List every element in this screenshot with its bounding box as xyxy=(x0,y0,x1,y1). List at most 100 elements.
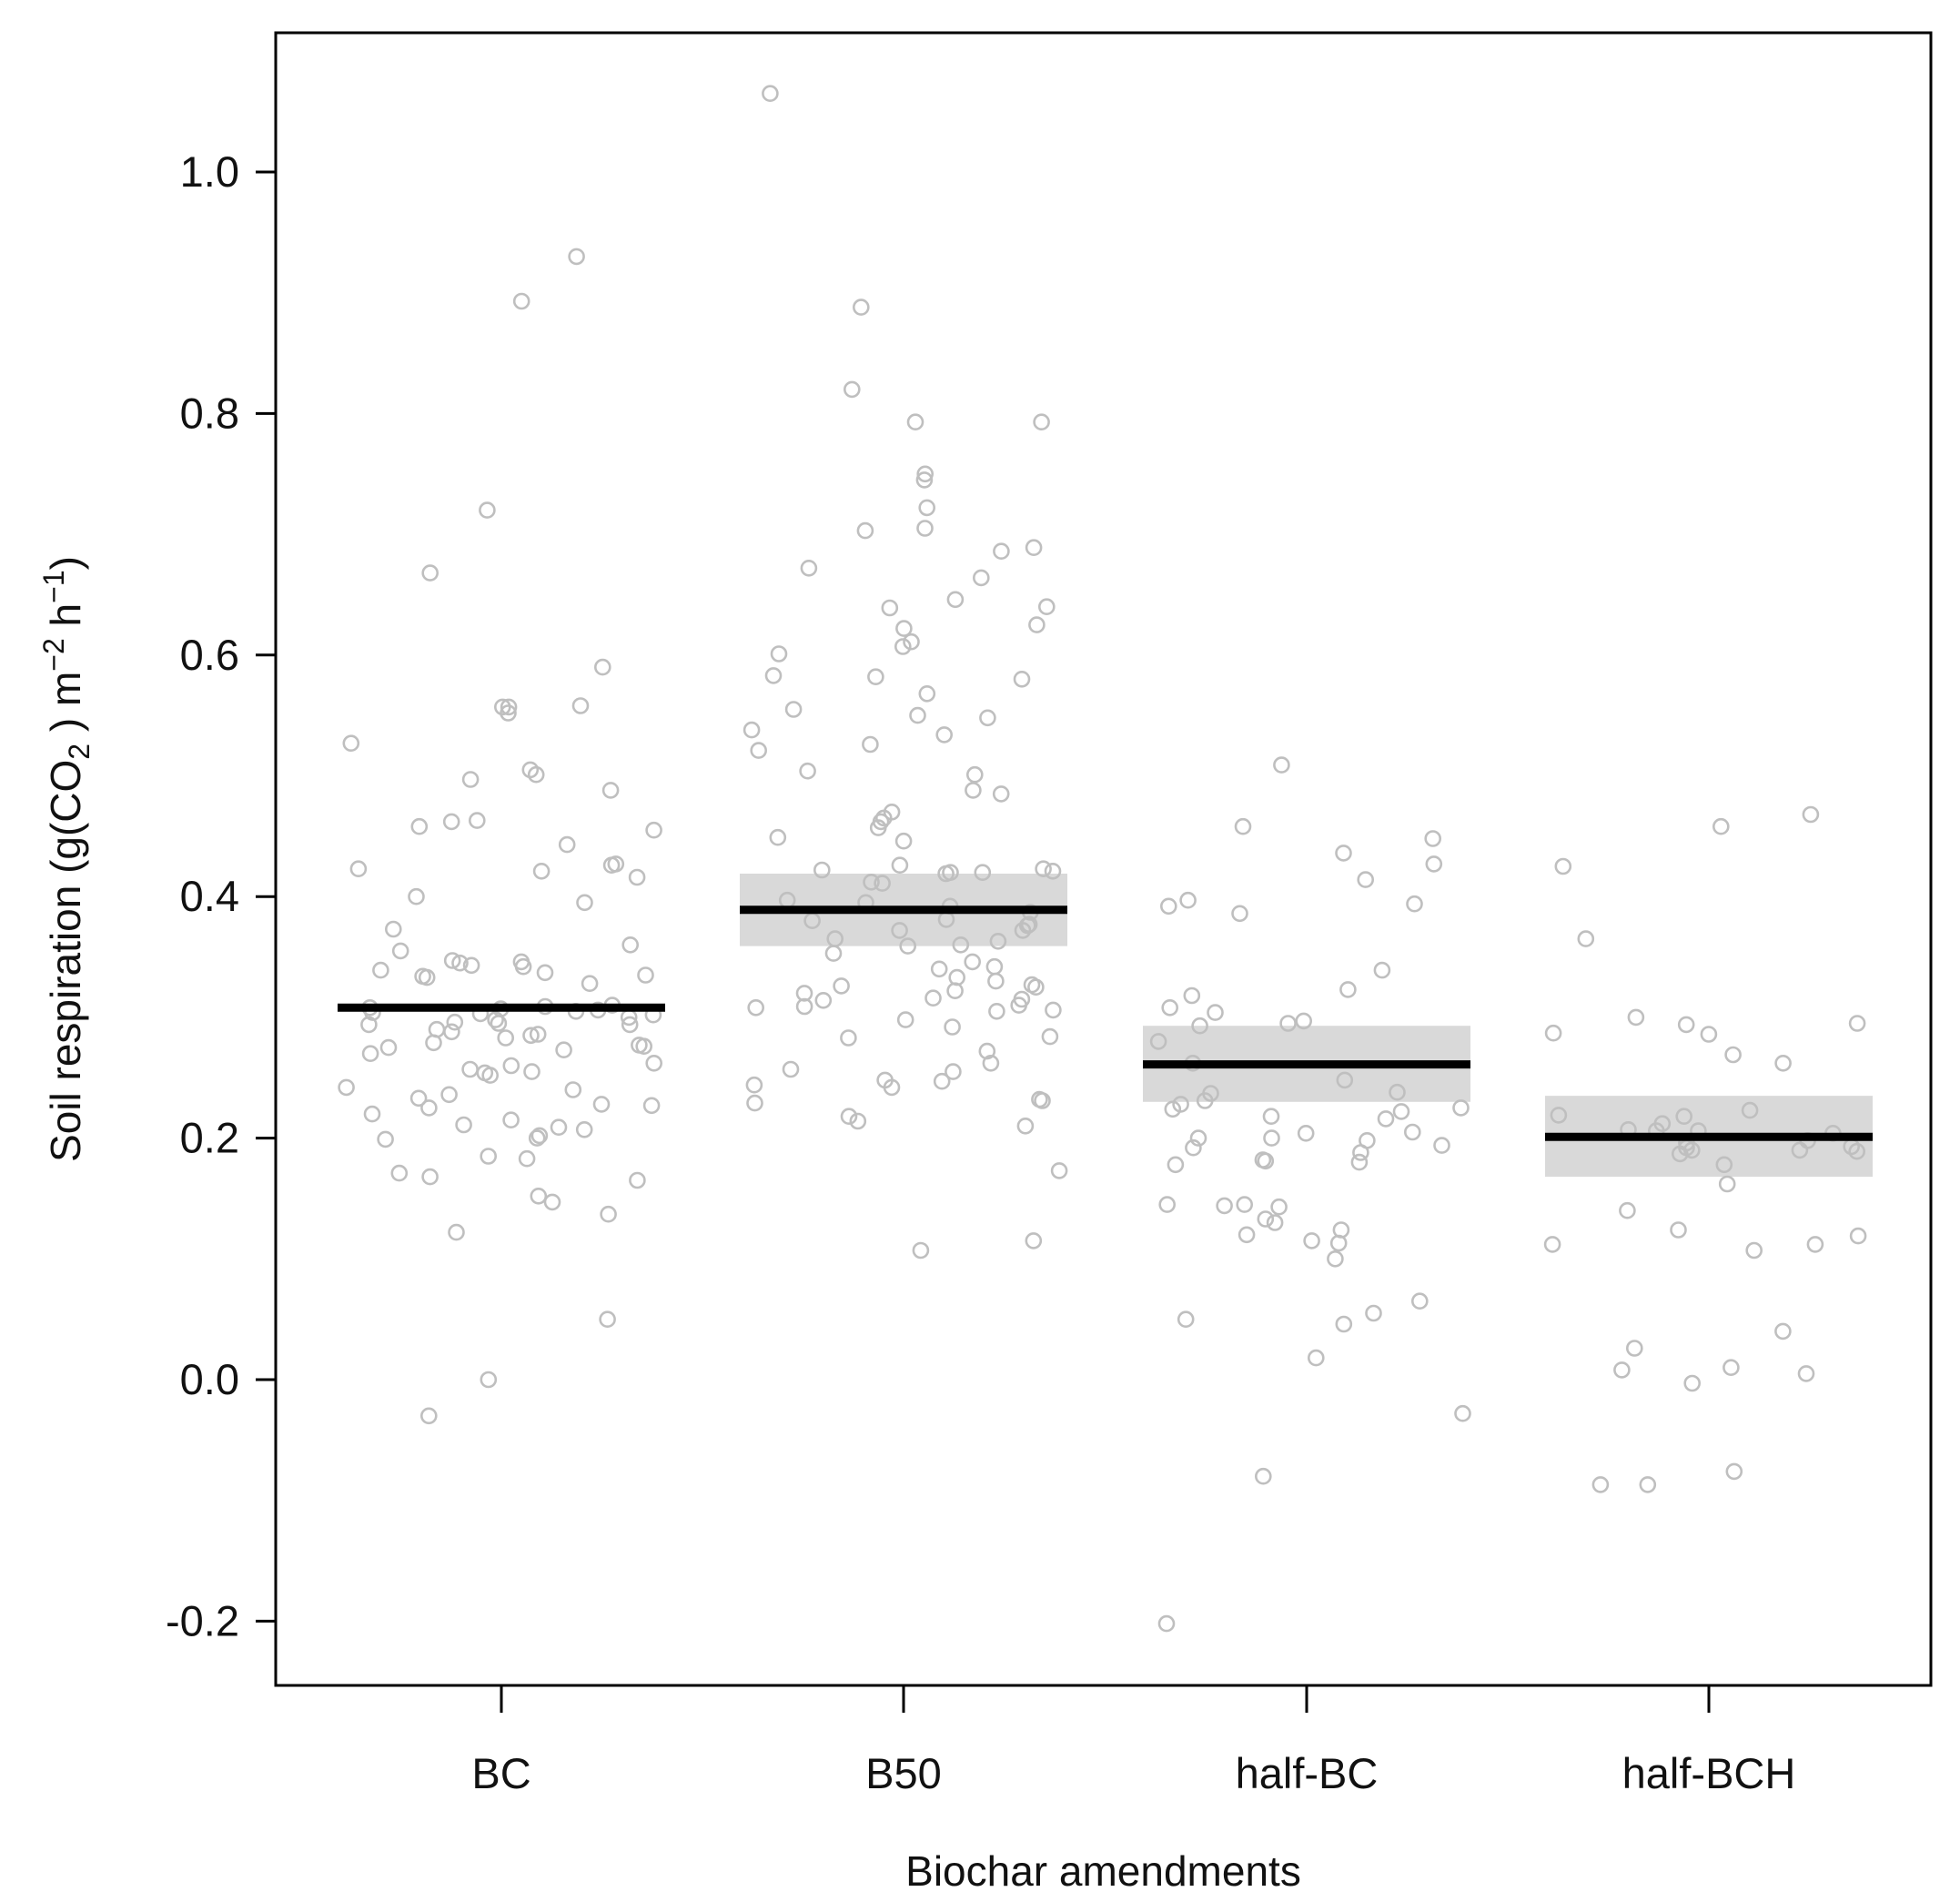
data-point xyxy=(1849,1227,1867,1245)
data-point xyxy=(966,765,984,784)
data-point xyxy=(1231,905,1248,923)
data-point xyxy=(1352,1144,1369,1161)
data-point xyxy=(1266,1214,1284,1231)
data-point xyxy=(918,499,936,517)
data-point xyxy=(442,813,460,831)
data-point xyxy=(1189,1129,1207,1147)
data-point xyxy=(764,667,783,684)
data-point xyxy=(843,380,861,399)
data-point xyxy=(1550,1107,1568,1124)
data-point xyxy=(522,1027,540,1045)
data-point xyxy=(379,1038,398,1057)
data-point xyxy=(784,701,803,718)
data-point xyxy=(480,1148,498,1165)
data-point xyxy=(973,569,990,587)
data-point xyxy=(1452,1099,1470,1117)
data-point xyxy=(1411,1292,1429,1310)
data-point xyxy=(342,734,360,753)
data-point xyxy=(867,668,884,686)
data-point xyxy=(896,1011,914,1028)
data-point xyxy=(1191,1017,1208,1035)
data-point xyxy=(992,785,1010,803)
data-point xyxy=(384,920,402,938)
y-axis-title-part: ) m xyxy=(42,672,89,744)
data-point xyxy=(924,989,942,1007)
data-point xyxy=(1392,1103,1410,1120)
data-point xyxy=(1028,616,1046,633)
data-point xyxy=(1406,895,1423,913)
data-point xyxy=(1183,986,1201,1005)
data-point xyxy=(1389,1083,1406,1101)
data-point xyxy=(743,721,761,739)
data-point xyxy=(419,1407,438,1425)
data-point xyxy=(909,706,926,724)
plot-frame xyxy=(274,31,1933,1687)
data-point xyxy=(448,1223,465,1241)
data-point xyxy=(1013,670,1031,688)
data-point xyxy=(377,1130,394,1148)
data-point xyxy=(833,977,850,995)
data-point xyxy=(918,684,936,703)
data-point xyxy=(581,975,599,992)
data-point xyxy=(600,1205,617,1223)
data-point xyxy=(1019,916,1036,935)
data-point xyxy=(1454,1404,1471,1422)
data-point xyxy=(1774,1055,1792,1072)
data-point xyxy=(840,1029,857,1047)
data-point xyxy=(946,982,964,999)
data-point xyxy=(863,873,880,891)
x-tick-label: half-BC xyxy=(1236,1749,1379,1797)
data-point xyxy=(502,1111,520,1128)
data-point xyxy=(1234,817,1252,835)
data-point xyxy=(500,704,517,722)
data-point xyxy=(527,765,545,784)
data-point xyxy=(530,1127,549,1145)
data-point xyxy=(523,1063,541,1080)
data-point xyxy=(799,762,816,780)
data-point xyxy=(903,632,920,651)
data-point xyxy=(592,1096,611,1113)
data-point xyxy=(895,620,913,637)
data-point xyxy=(575,1121,593,1138)
data-point xyxy=(409,1089,428,1108)
data-point xyxy=(576,894,593,912)
data-point xyxy=(1257,1210,1275,1228)
data-point xyxy=(952,936,970,954)
data-point xyxy=(1044,862,1062,880)
data-point xyxy=(1045,1001,1062,1019)
data-point xyxy=(1544,1024,1562,1042)
y-axis-title-part: Soil respiration (g(CO xyxy=(42,760,89,1162)
data-point xyxy=(1848,1142,1865,1160)
data-point xyxy=(1626,1340,1643,1357)
data-point xyxy=(1350,1153,1369,1171)
data-point xyxy=(528,1129,546,1147)
data-point xyxy=(408,887,425,905)
data-point xyxy=(645,821,662,839)
data-point xyxy=(746,1094,763,1112)
data-point xyxy=(1160,897,1177,916)
data-point xyxy=(1157,1614,1176,1633)
data-point xyxy=(795,997,813,1016)
data-point xyxy=(1255,1467,1272,1485)
data-point xyxy=(993,542,1010,561)
y-axis-title-part: −1 xyxy=(37,570,70,602)
data-point xyxy=(899,937,917,955)
data-point xyxy=(1724,1046,1742,1064)
data-point xyxy=(1270,1198,1288,1216)
data-point xyxy=(1164,1100,1182,1118)
data-point xyxy=(451,954,469,972)
data-point xyxy=(1613,1361,1631,1379)
data-point xyxy=(1639,1476,1657,1493)
data-point xyxy=(497,1029,515,1047)
data-point xyxy=(1035,860,1052,878)
data-point xyxy=(1010,997,1027,1014)
data-point xyxy=(946,591,965,609)
data-point xyxy=(1712,817,1730,835)
data-point xyxy=(1033,413,1050,431)
data-point xyxy=(1745,1241,1763,1260)
data-point xyxy=(420,1099,438,1117)
data-point xyxy=(883,1078,901,1097)
data-point xyxy=(894,638,912,655)
data-point xyxy=(1295,1012,1312,1030)
